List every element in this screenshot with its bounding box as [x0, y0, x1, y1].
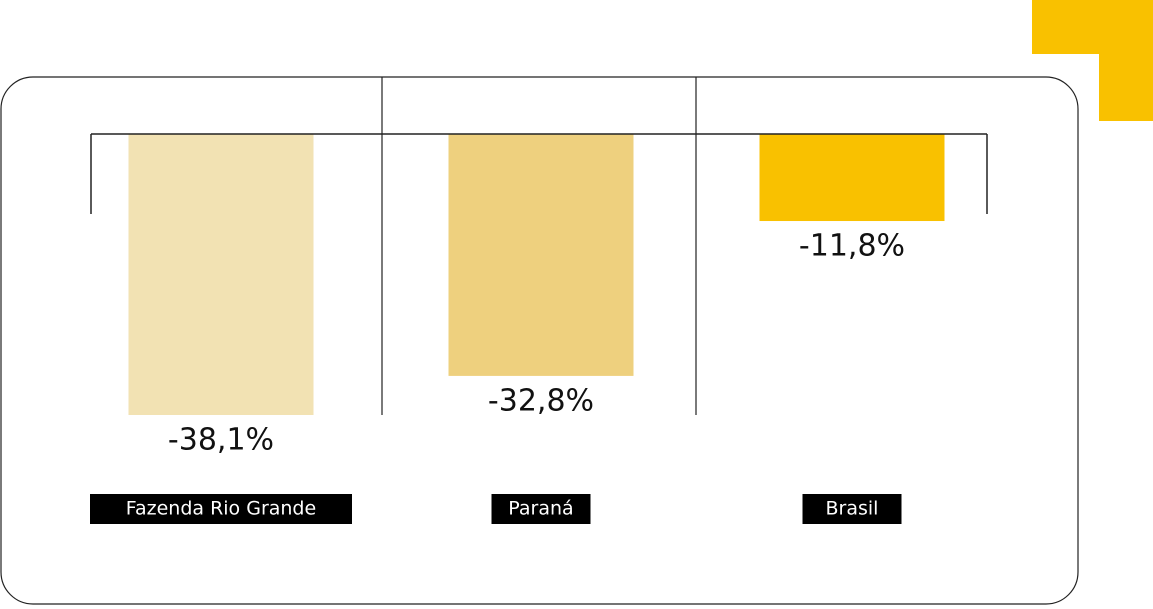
category-label: Paraná: [508, 498, 573, 520]
bar: [128, 134, 314, 415]
category-box: [802, 494, 902, 524]
category-label: Brasil: [826, 498, 879, 520]
category-box: [90, 494, 352, 524]
category-label: Fazenda Rio Grande: [126, 498, 316, 520]
bar: [759, 134, 945, 222]
category-box: [491, 494, 591, 524]
bar: [448, 134, 634, 376]
value-label: -11,8%: [799, 229, 905, 264]
value-label: -38,1%: [168, 423, 274, 458]
decoration: [1032, 0, 1153, 121]
frame: [0, 76, 1079, 605]
value-label: -32,8%: [488, 383, 594, 418]
